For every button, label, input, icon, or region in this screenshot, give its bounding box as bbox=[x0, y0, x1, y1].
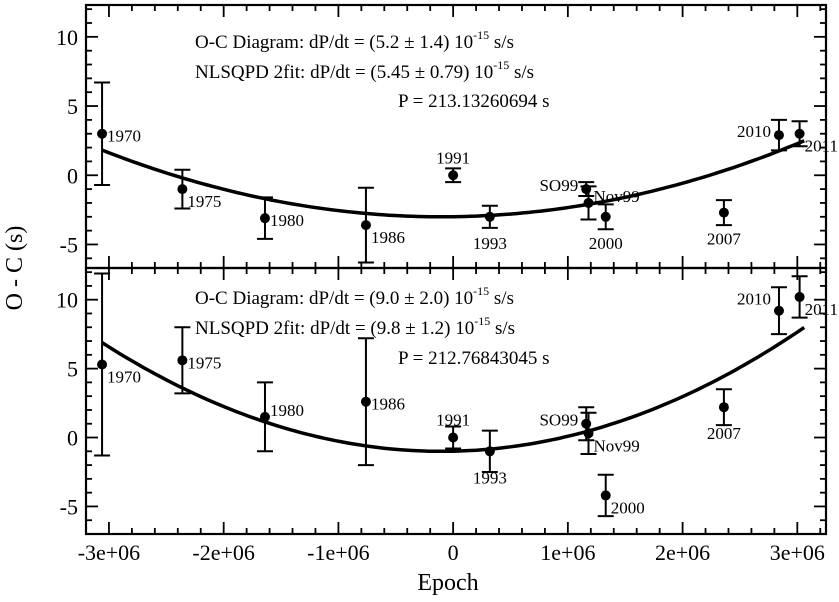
x-tick-label: -3e+06 bbox=[78, 540, 141, 565]
point-label: 1975 bbox=[187, 192, 221, 211]
x-tick-label: -1e+06 bbox=[307, 540, 370, 565]
point-label: 1986 bbox=[371, 228, 405, 247]
annotation-line: NLSQPD 2fit: dP/dt = (5.45 ± 0.79) 10-15… bbox=[195, 58, 534, 83]
data-point bbox=[794, 291, 805, 302]
data-point bbox=[583, 428, 594, 439]
point-label: SO99 bbox=[539, 411, 578, 430]
x-tick-label: 2e+06 bbox=[655, 540, 710, 565]
y-tick-label: 0 bbox=[67, 163, 78, 188]
point-label: 1980 bbox=[270, 401, 304, 420]
data-point bbox=[581, 418, 592, 429]
annotation-text: NLSQPD 2fit: dP/dt = (5.45 ± 0.79) 10 bbox=[195, 62, 493, 83]
point-label: 1991 bbox=[436, 148, 470, 167]
point-label: 2011 bbox=[805, 300, 838, 319]
annotation-unit: s/s bbox=[489, 32, 514, 53]
data-point bbox=[360, 220, 371, 231]
x-tick-label: 3e+06 bbox=[770, 540, 825, 565]
quadratic-fit-curve bbox=[101, 325, 806, 454]
point-label: 2007 bbox=[707, 424, 742, 443]
point-label: 1970 bbox=[107, 127, 141, 146]
data-point bbox=[360, 396, 371, 407]
data-point bbox=[448, 432, 459, 443]
annotation-exponent: -15 bbox=[473, 284, 489, 298]
annotation-exponent: -15 bbox=[474, 314, 490, 328]
annotation-text: P = 212.76843045 s bbox=[398, 348, 549, 369]
annotation-text: P = 213.13260694 s bbox=[398, 91, 549, 112]
x-axis-title: Epoch bbox=[417, 570, 478, 596]
data-point bbox=[718, 207, 729, 218]
point-label: 2007 bbox=[707, 230, 742, 249]
annotation-text: O-C Diagram: dP/dt = (5.2 ± 1.4) 10 bbox=[195, 32, 473, 53]
y-tick-label: 0 bbox=[67, 426, 78, 451]
point-label: 1993 bbox=[473, 234, 507, 253]
bottom-panel: -5 0 5 10 -3e+06 -2e+06 -1e+06 0 1e+06 2e+06 3e+06… bbox=[56, 266, 838, 565]
point-label: 2010 bbox=[737, 122, 771, 141]
point-label: 2000 bbox=[611, 498, 645, 517]
y-tick-label: 10 bbox=[56, 288, 78, 313]
data-point bbox=[583, 197, 594, 208]
point-label: 2010 bbox=[737, 290, 771, 309]
data-point bbox=[600, 211, 611, 222]
data-point bbox=[97, 128, 108, 139]
data-point bbox=[448, 170, 459, 181]
y-axis-title: O - C (s) bbox=[2, 226, 28, 311]
plot-frame bbox=[84, 266, 828, 536]
annotation-line: O-C Diagram: dP/dt = (5.2 ± 1.4) 10-15 s… bbox=[195, 28, 514, 53]
x-tick-label: 1e+06 bbox=[540, 540, 595, 565]
x-tick-label: -2e+06 bbox=[192, 540, 255, 565]
point-label: 1991 bbox=[436, 411, 470, 430]
point-label: 1986 bbox=[371, 395, 405, 414]
data-point bbox=[718, 402, 729, 413]
point-label: 1975 bbox=[187, 353, 221, 372]
data-point bbox=[484, 211, 495, 222]
annotation-line: P = 213.13260694 s bbox=[398, 91, 549, 112]
data-point bbox=[177, 355, 188, 366]
data-point bbox=[177, 184, 188, 195]
annotation-unit: s/s bbox=[509, 62, 534, 83]
data-point bbox=[773, 130, 784, 141]
annotation-text: O-C Diagram: dP/dt = (9.0 ± 2.0) 10 bbox=[195, 288, 473, 309]
x-tick-label: 0 bbox=[448, 540, 459, 565]
y-tick-label: -5 bbox=[60, 494, 78, 519]
data-point bbox=[773, 305, 784, 316]
point-label: 1970 bbox=[107, 367, 141, 386]
y-tick-label: 10 bbox=[56, 25, 78, 50]
point-label: Nov99 bbox=[594, 436, 640, 455]
annotation-line: O-C Diagram: dP/dt = (9.0 ± 2.0) 10-15 s… bbox=[195, 284, 514, 309]
point-label: 1993 bbox=[473, 468, 507, 487]
annotation-exponent: -15 bbox=[473, 28, 489, 42]
y-tick-label: 5 bbox=[67, 94, 78, 119]
annotation-unit: s/s bbox=[489, 288, 514, 309]
data-point bbox=[259, 411, 270, 422]
annotation-line: NLSQPD 2fit: dP/dt = (9.8 ± 1.2) 10-15 s… bbox=[195, 314, 515, 339]
data-point bbox=[259, 213, 270, 224]
top-panel: -5 0 5 10 1970 1975 1980 1986 1991 1993 SO99 Nov99 2… bbox=[56, 3, 838, 270]
data-point bbox=[484, 446, 495, 457]
point-label: 2000 bbox=[589, 234, 623, 253]
quadratic-fit-curve bbox=[101, 139, 805, 219]
point-label: 2011 bbox=[805, 137, 838, 156]
point-label: SO99 bbox=[539, 176, 578, 195]
point-label: Nov99 bbox=[594, 187, 640, 206]
data-point bbox=[600, 490, 611, 501]
y-tick-label: -5 bbox=[60, 232, 78, 257]
annotation-unit: s/s bbox=[490, 318, 515, 339]
annotation-text: NLSQPD 2fit: dP/dt = (9.8 ± 1.2) 10 bbox=[195, 318, 474, 339]
y-tick-label: 5 bbox=[67, 357, 78, 382]
point-label: 1980 bbox=[270, 211, 304, 230]
annotation-line: P = 212.76843045 s bbox=[398, 348, 549, 369]
data-point bbox=[794, 128, 805, 139]
data-point bbox=[97, 359, 108, 370]
annotation-exponent: -15 bbox=[493, 58, 509, 72]
